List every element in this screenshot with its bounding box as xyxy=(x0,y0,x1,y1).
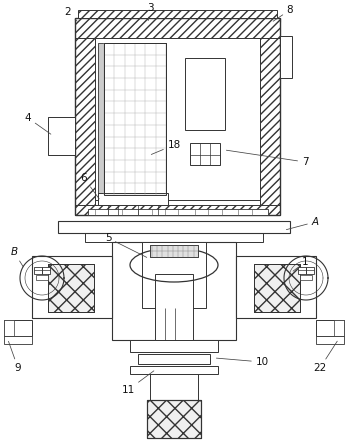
Text: 10: 10 xyxy=(216,357,269,367)
Bar xyxy=(190,143,220,165)
Bar xyxy=(85,233,263,242)
Bar xyxy=(130,366,218,374)
Text: B: B xyxy=(10,247,23,267)
Bar xyxy=(316,320,344,336)
Text: 6: 6 xyxy=(81,173,99,199)
Text: 5: 5 xyxy=(105,233,147,257)
Bar xyxy=(147,400,201,438)
Bar xyxy=(104,43,166,195)
Bar xyxy=(142,242,206,308)
Bar xyxy=(150,374,198,400)
Bar xyxy=(95,38,260,200)
Bar xyxy=(185,58,225,130)
Bar xyxy=(36,275,48,280)
Text: 9: 9 xyxy=(8,341,21,373)
Text: 8: 8 xyxy=(273,5,293,21)
Bar xyxy=(75,18,280,38)
Text: 18: 18 xyxy=(151,140,181,155)
Bar xyxy=(254,264,300,312)
Bar xyxy=(147,400,201,438)
Text: 11: 11 xyxy=(121,371,154,395)
Text: 7: 7 xyxy=(227,150,308,167)
Bar xyxy=(138,354,210,364)
Bar xyxy=(98,193,168,205)
Bar xyxy=(88,209,268,215)
Bar xyxy=(75,38,95,215)
Bar xyxy=(236,256,316,318)
Bar xyxy=(4,336,32,344)
Bar xyxy=(130,340,218,352)
Bar xyxy=(48,264,94,312)
Text: 4: 4 xyxy=(25,113,51,134)
Text: 1: 1 xyxy=(293,257,308,271)
Bar xyxy=(34,267,50,274)
Bar xyxy=(98,43,104,195)
Bar xyxy=(32,256,112,318)
Bar xyxy=(280,36,292,78)
Bar xyxy=(150,245,198,257)
Bar xyxy=(104,43,166,195)
Bar xyxy=(112,242,236,340)
Bar xyxy=(75,205,280,215)
Bar xyxy=(58,221,290,233)
Bar xyxy=(4,320,14,336)
Text: 2: 2 xyxy=(65,7,77,21)
Bar xyxy=(4,320,32,336)
Text: A: A xyxy=(286,217,318,229)
Text: 3: 3 xyxy=(147,3,153,21)
Bar xyxy=(150,245,198,257)
Bar xyxy=(78,10,277,18)
Bar xyxy=(260,38,280,215)
Text: 22: 22 xyxy=(314,341,337,373)
Bar xyxy=(254,264,300,312)
Bar xyxy=(48,264,94,312)
Bar xyxy=(300,275,312,280)
Bar xyxy=(155,274,193,340)
Bar xyxy=(48,117,75,155)
Bar xyxy=(316,336,344,344)
Bar xyxy=(334,320,344,336)
Bar xyxy=(298,267,314,274)
